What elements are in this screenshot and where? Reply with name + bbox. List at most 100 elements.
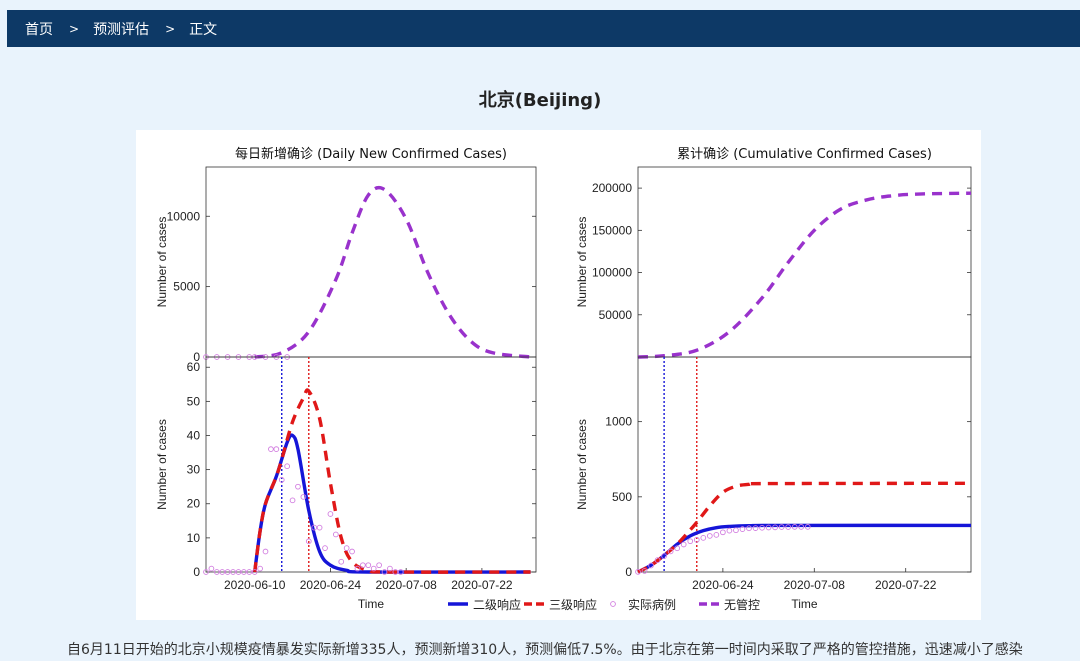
data-point [257,565,263,572]
series-line [254,185,531,359]
data-point [251,569,258,575]
x-axis-label: Time [791,597,818,611]
series-line [637,523,972,574]
data-point [338,558,345,565]
data-point [392,569,399,575]
data-point [739,526,746,533]
data-point [316,524,323,531]
breadcrumb-separator: > [165,21,176,36]
legend-label: 二级响应 [473,597,521,612]
y-tick-label: 50 [187,394,201,408]
data-point [713,532,720,538]
y-tick-label: 1000 [605,415,632,429]
y-tick-label: 10 [187,531,201,545]
data-point [305,538,312,545]
data-point [654,557,661,563]
y-tick-label: 10000 [167,209,201,223]
data-point [765,524,772,531]
x-tick-label: 2020-06-24 [692,578,754,592]
y-tick-label: 60 [187,360,201,374]
plot-panel-top-left [203,166,537,360]
y-tick-label: 5000 [173,280,200,294]
data-point [397,569,404,575]
data-point [791,524,798,530]
series-line [253,388,531,574]
y-axis-label: Number of cases [155,419,169,510]
data-point [360,562,366,569]
y-tick-label: 200000 [592,181,632,195]
data-point [700,535,707,541]
y-axis-label: Number of cases [575,419,589,510]
plot-panel-bottom-right [635,356,972,575]
data-point [295,483,301,490]
legend-label: 实际病例 [628,597,676,612]
x-tick-label: 2020-07-22 [451,578,513,592]
data-point [772,524,778,531]
x-tick-label: 2020-06-10 [224,578,286,592]
data-point [246,569,253,575]
data-point [706,533,713,539]
data-point [680,541,687,548]
data-point [354,565,361,572]
data-point [687,538,694,545]
series-line [637,191,972,359]
breadcrumb-home-link[interactable]: 首页 [25,21,53,38]
data-point [343,545,350,551]
data-point [208,565,215,572]
data-point [230,569,236,575]
data-point [804,524,811,530]
data-point [661,553,667,559]
legend-marker [610,601,616,607]
series-line [637,481,972,574]
x-tick-label: 2020-07-08 [784,578,846,592]
page-title: 北京(Beijing) [478,90,602,111]
data-point [752,525,759,531]
data-point [203,569,209,575]
series-line [253,433,531,574]
data-point [733,527,739,534]
data-point [349,548,355,555]
legend-label: 三级响应 [549,597,597,612]
breadcrumb-section-link[interactable]: 预测评估 [93,21,150,38]
data-point [311,524,318,531]
y-axis-label: Number of cases [155,217,169,308]
data-point [648,562,654,569]
data-point [224,569,231,575]
breadcrumb-current: 正文 [189,21,218,38]
data-point [376,562,382,569]
data-point [241,569,247,575]
data-point [798,524,805,530]
data-point [284,463,290,470]
article-body-text: 自6月11日开始的北京小规模疫情暴发实际新增335人，预测新增310人，预测偏低… [67,642,1023,658]
data-point [370,565,377,572]
data-point [235,569,242,575]
data-point [778,524,785,530]
y-tick-label: 0 [193,350,200,364]
data-point [387,565,393,572]
data-point [332,531,339,538]
y-tick-label: 40 [187,428,201,442]
data-point [268,446,274,452]
axes-frame [205,356,537,573]
x-tick-label: 2020-06-24 [300,578,362,592]
axes-frame [205,166,537,358]
data-point [667,548,674,555]
legend-label: 无管控 [724,597,760,612]
y-tick-label: 150000 [592,223,632,237]
data-point [381,569,388,575]
y-tick-label: 0 [193,565,200,579]
data-point [693,536,700,543]
axes-frame [637,356,972,573]
data-point [213,569,220,575]
plot-panel-top-right [637,166,972,359]
x-tick-label: 2020-07-22 [875,578,937,592]
data-point [674,545,681,552]
plot-panel-bottom-left [203,356,537,575]
panel-title: 累计确诊 (Cumulative Confirmed Cases) [677,147,932,162]
y-tick-label: 500 [612,490,632,504]
data-point [262,548,269,555]
y-tick-label: 100000 [592,266,632,280]
data-point [720,529,726,536]
data-point [278,477,285,483]
